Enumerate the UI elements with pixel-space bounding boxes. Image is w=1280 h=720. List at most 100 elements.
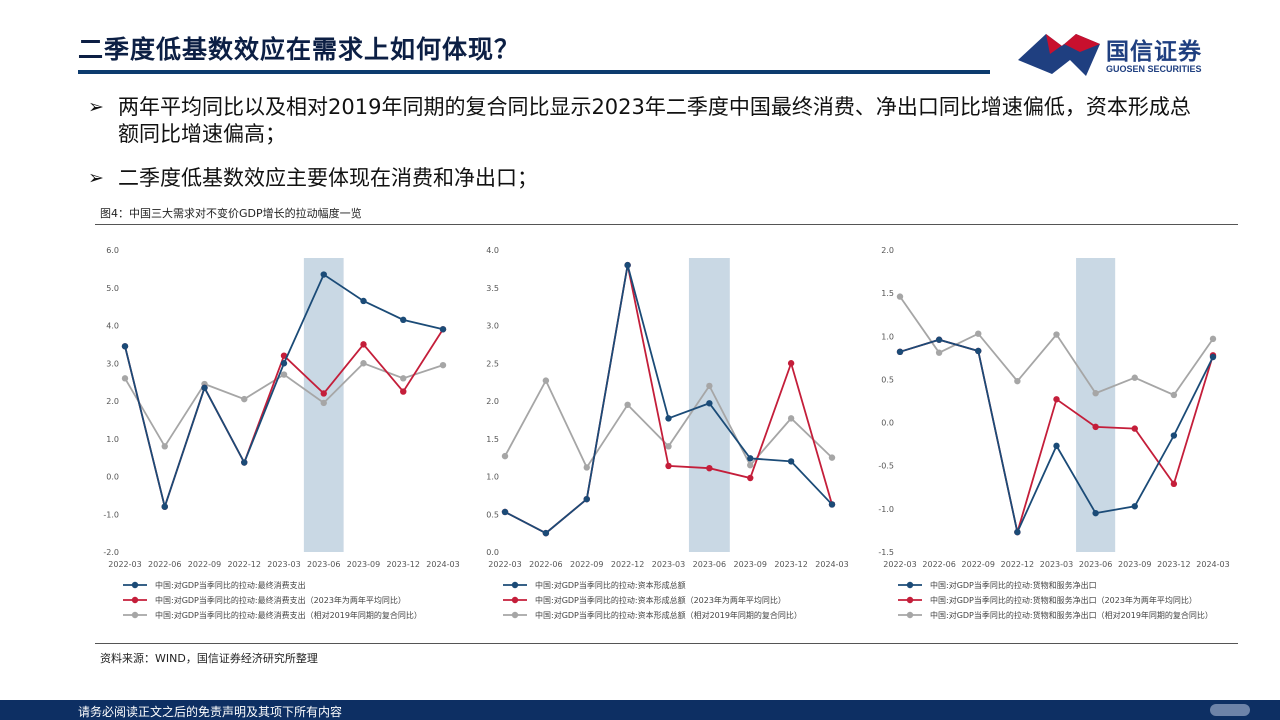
legend-marker: [131, 611, 139, 619]
data-point: [1053, 331, 1060, 338]
data-point: [747, 455, 754, 462]
data-point: [360, 360, 367, 367]
y-tick-label: 4.0: [106, 322, 119, 331]
x-tick-label: 2022-06: [529, 560, 562, 569]
y-tick-label: 2.0: [106, 397, 119, 406]
x-tick-label: 2022-03: [883, 560, 916, 569]
chart-consumption: -2.0 -1.0 0.0 1.0 2.0 3.0 4.0 5.0 6.0 2022-03 2022…: [103, 246, 459, 620]
data-point: [1170, 391, 1178, 399]
data-point: [1014, 528, 1021, 536]
y-tick-label: 0.5: [486, 510, 499, 519]
bullet-text: 两年平均同比以及相对2019年同期的复合同比显示2023年二季度中国最终消费、净…: [118, 95, 1191, 146]
x-tick-label: 2023-06: [307, 560, 340, 569]
series-line: [504, 378, 833, 470]
x-tick-label: 2022-03: [108, 560, 141, 569]
x-tick-label: 2024-03: [815, 560, 848, 569]
data-point: [896, 293, 904, 300]
series-line: [124, 273, 444, 510]
x-tick-label: 2023-06: [1079, 560, 1112, 569]
data-point: [1131, 374, 1138, 381]
slide-title: 二季度低基数效应在需求上如何体现？: [78, 35, 521, 64]
legend-label: 中国:对GDP当季同比的拉动:货物和服务净出口（相对2019年同期的复合同比）: [930, 610, 1213, 620]
series-line: [899, 338, 1214, 533]
data-point: [280, 352, 288, 359]
x-tick-label: 2023-09: [347, 560, 380, 569]
figure-top-rule: [95, 224, 1238, 225]
data-point: [501, 508, 509, 516]
legend-label: 中国:对GDP当季同比的拉动:资本形成总额（2023年为两年平均同比）: [535, 595, 786, 605]
legend-label: 中国:对GDP当季同比的拉动:最终消费支出（相对2019年同期的复合同比）: [155, 610, 422, 620]
data-point: [706, 464, 713, 472]
logo-text-en: GUOSEN SECURITIES: [1106, 64, 1202, 74]
data-point: [665, 462, 672, 470]
data-point: [241, 459, 248, 466]
data-point: [1131, 425, 1138, 432]
data-point: [542, 377, 550, 384]
data-point: [542, 529, 550, 537]
x-tick-label: 2023-12: [1157, 560, 1190, 569]
title-underline: [78, 70, 990, 74]
chart-capital-formation: 0.0 0.5 1.0 1.5 2.0 2.5 3.0 3.5 4.0 2022-03 2022-0…: [486, 246, 848, 620]
y-tick-label: 1.0: [106, 435, 119, 444]
y-tick-label: -1.5: [878, 548, 894, 557]
data-point: [1053, 396, 1060, 403]
data-point: [280, 360, 288, 367]
data-point: [501, 452, 509, 460]
series-line: [899, 296, 1214, 397]
footer-bar: 请务必阅读正文之后的免责声明及其项下所有内容: [0, 700, 1280, 720]
series-line: [899, 338, 1214, 536]
y-tick-label: 0.0: [881, 419, 894, 428]
data-point: [1053, 442, 1060, 450]
data-point: [121, 375, 129, 382]
y-tick-label: 1.0: [881, 332, 894, 341]
data-point: [787, 415, 795, 422]
x-tick-label: 2022-06: [922, 560, 955, 569]
data-point: [665, 443, 672, 450]
legend-marker: [511, 581, 519, 589]
y-tick-label: 0.0: [106, 473, 119, 482]
data-point: [439, 326, 447, 333]
x-tick-label: 2023-06: [693, 560, 726, 569]
data-point: [787, 360, 795, 367]
x-tick-label: 2023-12: [387, 560, 420, 569]
x-tick-label: 2022-09: [570, 560, 603, 569]
y-tick-label: 1.5: [881, 289, 894, 298]
data-point: [400, 388, 407, 395]
data-point: [320, 271, 327, 278]
data-point: [747, 461, 754, 469]
company-logo: 国信证券 GUOSEN SECURITIES: [1016, 30, 1226, 80]
y-tick-label: 1.5: [486, 435, 499, 444]
x-tick-label: 2022-12: [228, 560, 261, 569]
y-tick-label: 3.5: [486, 284, 499, 293]
x-tick-label: 2022-06: [148, 560, 181, 569]
x-tick-label: 2022-09: [962, 560, 995, 569]
x-tick-label: 2022-09: [188, 560, 221, 569]
data-point: [280, 371, 288, 378]
y-tick-label: 1.0: [486, 473, 499, 482]
data-point: [583, 464, 590, 471]
data-point: [1170, 432, 1178, 439]
legend-marker: [906, 581, 914, 589]
disclaimer-text: 请务必阅读正文之后的免责声明及其项下所有内容: [78, 705, 343, 719]
data-point: [1014, 377, 1021, 385]
y-tick-label: -0.5: [878, 462, 894, 471]
legend-marker: [511, 611, 519, 619]
data-point: [975, 347, 982, 355]
chart-net-exports: -1.5 -1.0 -0.5 0.0 0.5 1.0 1.5 2.0 2022-03 2022-0…: [878, 246, 1229, 620]
data-point: [1209, 353, 1217, 361]
legend-label: 中国:对GDP当季同比的拉动:最终消费支出（2023年为两年平均同比）: [155, 595, 406, 605]
legend-label: 中国:对GDP当季同比的拉动:货物和服务净出口（2023年为两年平均同比）: [930, 595, 1197, 605]
data-point: [1131, 503, 1138, 510]
arrow-bullet-icon: ➢: [88, 167, 104, 189]
data-point: [787, 458, 795, 465]
x-tick-label: 2022-12: [1001, 560, 1034, 569]
data-point: [1092, 509, 1099, 517]
data-point: [747, 474, 754, 482]
x-tick-label: 2023-03: [1040, 560, 1073, 569]
x-tick-label: 2022-03: [488, 560, 521, 569]
y-tick-label: -2.0: [103, 548, 119, 557]
data-point: [241, 395, 248, 403]
y-tick-label: -1.0: [103, 510, 119, 519]
y-tick-label: 0.0: [486, 548, 499, 557]
data-point: [320, 399, 327, 407]
